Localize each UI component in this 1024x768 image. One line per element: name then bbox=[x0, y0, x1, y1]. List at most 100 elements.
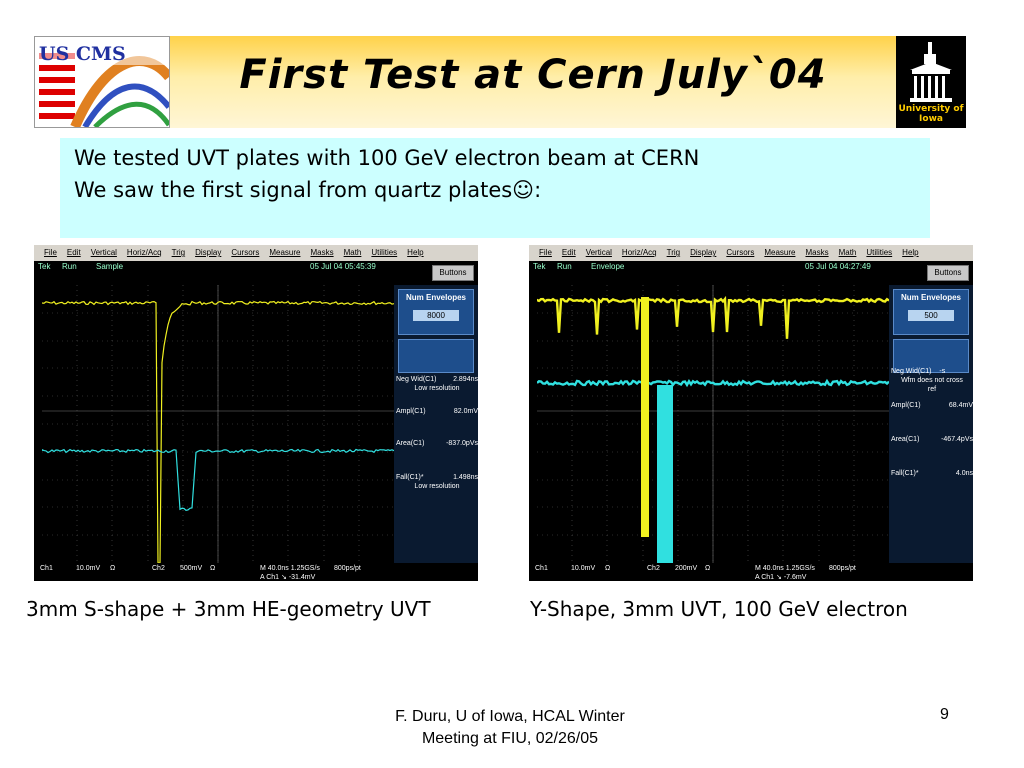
title-bar bbox=[170, 36, 896, 128]
measurement-neg-wid: Neg Wid(C1) 2.894ns Low resolution bbox=[396, 375, 478, 393]
uscms-logo-text: US CMS bbox=[39, 43, 126, 65]
ch1-label: Ch1 bbox=[535, 565, 548, 572]
menu-masks: Masks bbox=[310, 248, 334, 257]
meas-value: -467.4pVs bbox=[941, 436, 973, 443]
meas-label: Ampl(C1) bbox=[891, 402, 921, 409]
menu-cursors: Cursors bbox=[726, 248, 755, 257]
panel-title: Num Envelopes bbox=[900, 293, 961, 302]
meas-value: 4.0ns bbox=[955, 470, 973, 477]
panel-blank bbox=[893, 339, 969, 373]
meas-note: Low resolution bbox=[414, 483, 460, 490]
menu-display: Display bbox=[690, 248, 717, 257]
meas-note: Wfm does not cross ref bbox=[901, 377, 963, 393]
footer-line-1: F. Duru, U of Iowa, HCAL Winter bbox=[395, 708, 625, 725]
ch2-scale: 200mV bbox=[675, 565, 698, 572]
panel-blank bbox=[398, 339, 474, 373]
scope-waveform-right bbox=[537, 285, 889, 563]
menu-file: File bbox=[539, 248, 552, 257]
measurement-area: Area(C1) -837.0pVs bbox=[396, 439, 478, 448]
oscilloscope-screenshot-right: File Edit Vertical Horiz/Acq Trig Display Curs… bbox=[529, 245, 973, 581]
menu-help: Help bbox=[407, 248, 424, 257]
scope-status-row: Tek Run Envelope 05 Jul 04 04:27:49 bbox=[529, 261, 973, 273]
ch2-label: Ch2 bbox=[647, 565, 660, 572]
mode-label: Sample bbox=[96, 262, 124, 271]
menu-file: File bbox=[44, 248, 57, 257]
menu-measure: Measure bbox=[764, 248, 796, 257]
meas-label: Neg Wid(C1) bbox=[396, 376, 437, 383]
menu-masks: Masks bbox=[805, 248, 829, 257]
datetime-label: 05 Jul 04 05:45:39 bbox=[310, 262, 376, 271]
ch2-ohm: Ω bbox=[705, 565, 711, 572]
num-envelopes-panel: Num Envelopes 8000 bbox=[398, 289, 474, 335]
iowa-logo-text: University of Iowa bbox=[898, 104, 964, 124]
uscms-logo: US CMS bbox=[34, 36, 170, 128]
scope-waveform-left bbox=[42, 285, 394, 563]
scope-side-panel: Num Envelopes 500 Neg Wid(C1) -s Wfm doe… bbox=[889, 285, 973, 565]
caption-left: 3mm S-shape + 3mm HE-geometry UVT bbox=[26, 597, 431, 621]
menu-help: Help bbox=[902, 248, 919, 257]
bullet-box: We tested UVT plates with 100 GeV electr… bbox=[60, 138, 930, 238]
measurement-area: Area(C1) -467.4pVs bbox=[891, 435, 973, 444]
meas-value: 2.894ns bbox=[453, 376, 478, 383]
meas-label: Fall(C1)* bbox=[891, 470, 919, 477]
measurement-ampl: Ampl(C1) 82.0mV bbox=[396, 407, 478, 416]
tek-label: Tek bbox=[38, 262, 51, 271]
menu-measure: Measure bbox=[269, 248, 301, 257]
num-envelopes-panel: Num Envelopes 500 bbox=[893, 289, 969, 335]
ch2-ohm: Ω bbox=[210, 565, 216, 572]
menu-trig: Trig bbox=[666, 248, 681, 257]
meas-label: Ampl(C1) bbox=[396, 408, 426, 415]
footer-line-2: Meeting at FIU, 02/26/05 bbox=[421, 730, 599, 747]
buttons-button: Buttons bbox=[927, 265, 969, 281]
scope-bottom-row: Ch1 10.0mV Ω Ch2 500mV Ω M 40.0ns 1.25GS… bbox=[34, 563, 478, 581]
menu-display: Display bbox=[195, 248, 222, 257]
bullet-line-2: We saw the first signal from quartz plat… bbox=[74, 178, 542, 202]
menu-vertical: Vertical bbox=[90, 248, 117, 257]
menu-cursors: Cursors bbox=[231, 248, 260, 257]
menu-vertical: Vertical bbox=[585, 248, 612, 257]
caption-right: Y-Shape, 3mm UVT, 100 GeV electron bbox=[530, 597, 908, 621]
menu-utilities: Utilities bbox=[866, 248, 893, 257]
meas-value: 68.4mV bbox=[948, 402, 973, 409]
timebase: M 40.0ns 1.25GS/s bbox=[260, 565, 320, 572]
scope-side-panel: Num Envelopes 8000 Neg Wid(C1) 2.894ns L… bbox=[394, 285, 478, 565]
trigger-setting: A Ch1 ↘ -7.6mV bbox=[755, 574, 807, 581]
ch1-ohm: Ω bbox=[110, 565, 116, 572]
menu-utilities: Utilities bbox=[371, 248, 398, 257]
meas-label: Area(C1) bbox=[891, 436, 920, 443]
run-label: Run bbox=[62, 262, 77, 271]
measurement-neg-wid: Neg Wid(C1) -s Wfm does not cross ref bbox=[891, 367, 973, 394]
menu-edit: Edit bbox=[561, 248, 576, 257]
meas-label: Area(C1) bbox=[396, 440, 425, 447]
ch2-label: Ch2 bbox=[152, 565, 165, 572]
menu-math: Math bbox=[343, 248, 362, 257]
ch1-scale: 10.0mV bbox=[76, 565, 101, 572]
mode-label: Envelope bbox=[591, 262, 625, 271]
ch2-scale: 500mV bbox=[180, 565, 203, 572]
ch1-ohm: Ω bbox=[605, 565, 611, 572]
oscilloscope-screenshot-left: File Edit Vertical Horiz/Acq Trig Display Curs… bbox=[34, 245, 478, 581]
meas-value: 1.498ns bbox=[453, 474, 478, 481]
scope-menubar: File Edit Vertical Horiz/Acq Trig Display Curs… bbox=[34, 245, 478, 261]
menu-trig: Trig bbox=[171, 248, 186, 257]
footer: F. Duru, U of Iowa, HCAL Winter Meeting … bbox=[330, 706, 690, 750]
timebase: M 40.0ns 1.25GS/s bbox=[755, 565, 815, 572]
old-capitol-icon bbox=[910, 42, 952, 102]
meas-value: -s bbox=[939, 368, 946, 375]
measurement-fall: Fall(C1)* 4.0ns bbox=[891, 469, 973, 478]
page-number: 9 bbox=[940, 706, 949, 723]
tek-label: Tek bbox=[533, 262, 546, 271]
meas-label: Fall(C1)* bbox=[396, 474, 424, 481]
record-length: 800ps/pt bbox=[334, 565, 361, 572]
datetime-label: 05 Jul 04 04:27:49 bbox=[805, 262, 871, 271]
meas-label: Neg Wid(C1) bbox=[891, 368, 932, 375]
meas-value: 82.0mV bbox=[453, 408, 478, 415]
menu-horiz-acq: Horiz/Acq bbox=[126, 248, 162, 257]
panel-title: Num Envelopes bbox=[405, 293, 466, 302]
scope-bottom-row: Ch1 10.0mV Ω Ch2 200mV Ω M 40.0ns 1.25GS… bbox=[529, 563, 973, 581]
ch1-label: Ch1 bbox=[40, 565, 53, 572]
menu-horiz-acq: Horiz/Acq bbox=[621, 248, 657, 257]
scope-menubar: File Edit Vertical Horiz/Acq Trig Display Curs… bbox=[529, 245, 973, 261]
record-length: 800ps/pt bbox=[829, 565, 856, 572]
panel-value: 8000 bbox=[413, 310, 459, 321]
